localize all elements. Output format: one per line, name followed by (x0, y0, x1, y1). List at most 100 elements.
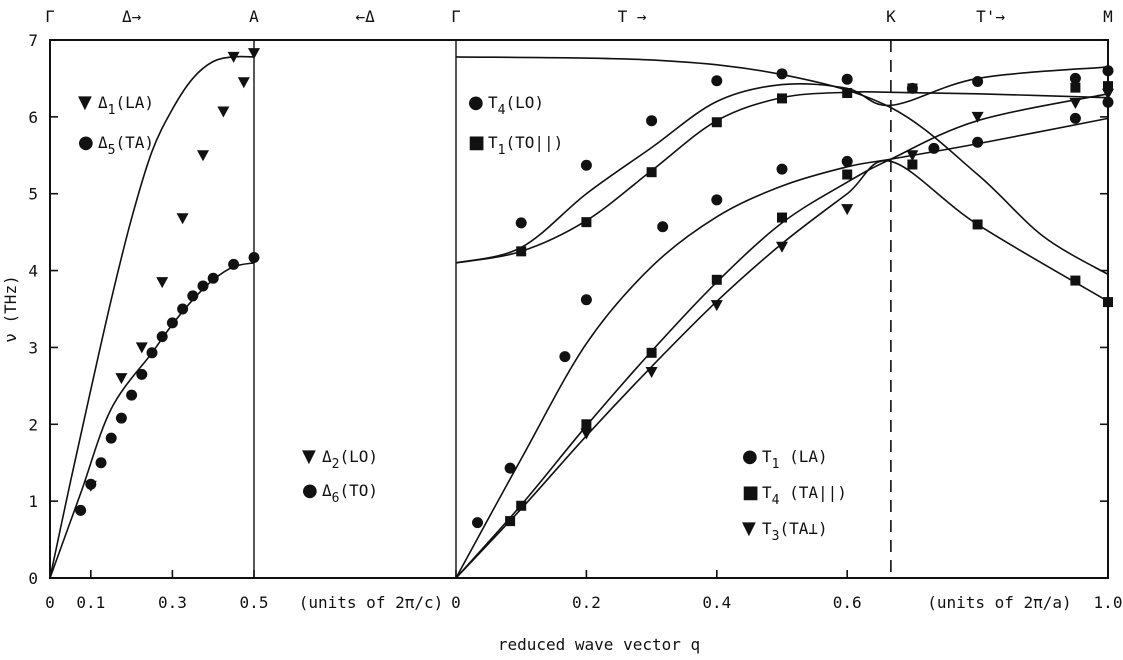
data-point (907, 83, 918, 94)
top-point-label: A (249, 7, 259, 26)
data-point (1069, 98, 1082, 110)
top-point-label: M (1103, 7, 1113, 26)
data-point (217, 106, 230, 118)
curve-T-TA-par (455, 93, 1109, 579)
data-point (237, 77, 250, 89)
legend-marker: ▼ (302, 446, 316, 467)
data-point (166, 317, 178, 329)
top-point-label: T'→ (976, 7, 1005, 26)
data-point (472, 517, 484, 529)
data-point (711, 194, 723, 206)
data-point (228, 258, 240, 270)
legend-label: Δ1(LA) (98, 93, 154, 118)
x-tick-label: 0.5 (240, 593, 269, 612)
data-point (516, 500, 527, 511)
data-point (135, 342, 148, 354)
y-tick-label: 7 (28, 31, 38, 50)
legend-marker: ■ (468, 132, 485, 153)
top-point-label: Γ (451, 7, 461, 26)
data-point (207, 272, 219, 284)
data-point (580, 428, 593, 440)
y-tick-label: 1 (28, 492, 38, 511)
x-tick-label: 0.1 (76, 593, 105, 612)
data-point (711, 117, 722, 128)
data-point (710, 300, 723, 312)
x-units-label-c: (units of 2π/c) (299, 593, 444, 612)
legend-marker: ● (742, 446, 758, 467)
data-point (1102, 96, 1114, 108)
data-point (85, 478, 97, 490)
x-tick-label: 0.4 (702, 593, 731, 612)
data-point (126, 389, 138, 401)
data-point (504, 462, 516, 474)
x-tick-label: 0.2 (572, 593, 601, 612)
legend-label: T4 (TA||) (762, 483, 847, 508)
data-point (972, 76, 984, 88)
data-point (1102, 65, 1114, 77)
data-point (187, 290, 199, 302)
data-point (580, 294, 592, 306)
data-point (176, 213, 189, 225)
legend-label: T3(TA⊥) (762, 519, 828, 544)
plot-frame (49, 39, 1109, 579)
data-point (1103, 297, 1113, 308)
legend-label: T1(TO||) (488, 133, 563, 158)
data-point (906, 150, 919, 162)
curve-delta-LA (49, 55, 255, 579)
legend-label: T1 (LA) (762, 447, 828, 472)
top-point-label: Γ (45, 7, 55, 26)
data-point (516, 246, 527, 257)
data-point (972, 136, 984, 148)
x-tick-label: 0.3 (158, 593, 187, 612)
data-point (842, 88, 853, 99)
data-point (580, 159, 592, 171)
data-point (75, 504, 87, 516)
data-point (136, 368, 148, 380)
x-tick-label: 0 (451, 593, 461, 612)
data-point (177, 303, 189, 315)
data-point (581, 217, 592, 228)
data-point (197, 280, 209, 292)
curve-T-TA-perp (455, 159, 1109, 579)
y-axis-label: ν (THz) (1, 275, 20, 342)
data-point (227, 51, 240, 63)
legend-marker: ● (468, 92, 484, 113)
data-point (581, 419, 592, 430)
curve-T-LO-to-M (455, 56, 1109, 276)
data-point (646, 115, 658, 127)
data-point (515, 217, 527, 229)
y-tick-label: 4 (28, 262, 38, 281)
x-units-label-a: (units of 2π/a) (927, 593, 1072, 612)
data-point (971, 111, 984, 123)
data-point (777, 93, 787, 104)
curve-delta-TA (49, 262, 255, 579)
data-point (105, 432, 117, 444)
top-point-label: Δ→ (122, 7, 142, 26)
top-point-label: K (886, 7, 896, 26)
legend-marker: ▼ (78, 92, 92, 113)
data-point (907, 159, 918, 170)
curve-T-LO (455, 66, 1109, 264)
data-point (645, 367, 658, 379)
legend-label: T4(LO) (488, 93, 544, 118)
data-point (776, 241, 788, 253)
data-point (156, 331, 168, 343)
curve-T-LA (455, 117, 1109, 579)
data-point (842, 169, 853, 180)
data-point (776, 68, 788, 80)
y-tick-label: 5 (28, 185, 38, 204)
data-point (841, 155, 853, 167)
data-point (928, 142, 940, 154)
x-tick-label: 1.0 (1094, 593, 1123, 612)
data-point (657, 221, 669, 233)
data-point (1070, 275, 1081, 286)
data-point (777, 212, 787, 223)
top-point-label: ←Δ (355, 7, 375, 26)
data-point (1102, 88, 1114, 100)
data-point (1069, 72, 1081, 84)
legend-label: Δ5(TA) (98, 133, 154, 158)
top-point-label: T → (618, 7, 647, 26)
curve-T-TO (455, 91, 1109, 264)
x-tick-label: 0.6 (833, 593, 862, 612)
